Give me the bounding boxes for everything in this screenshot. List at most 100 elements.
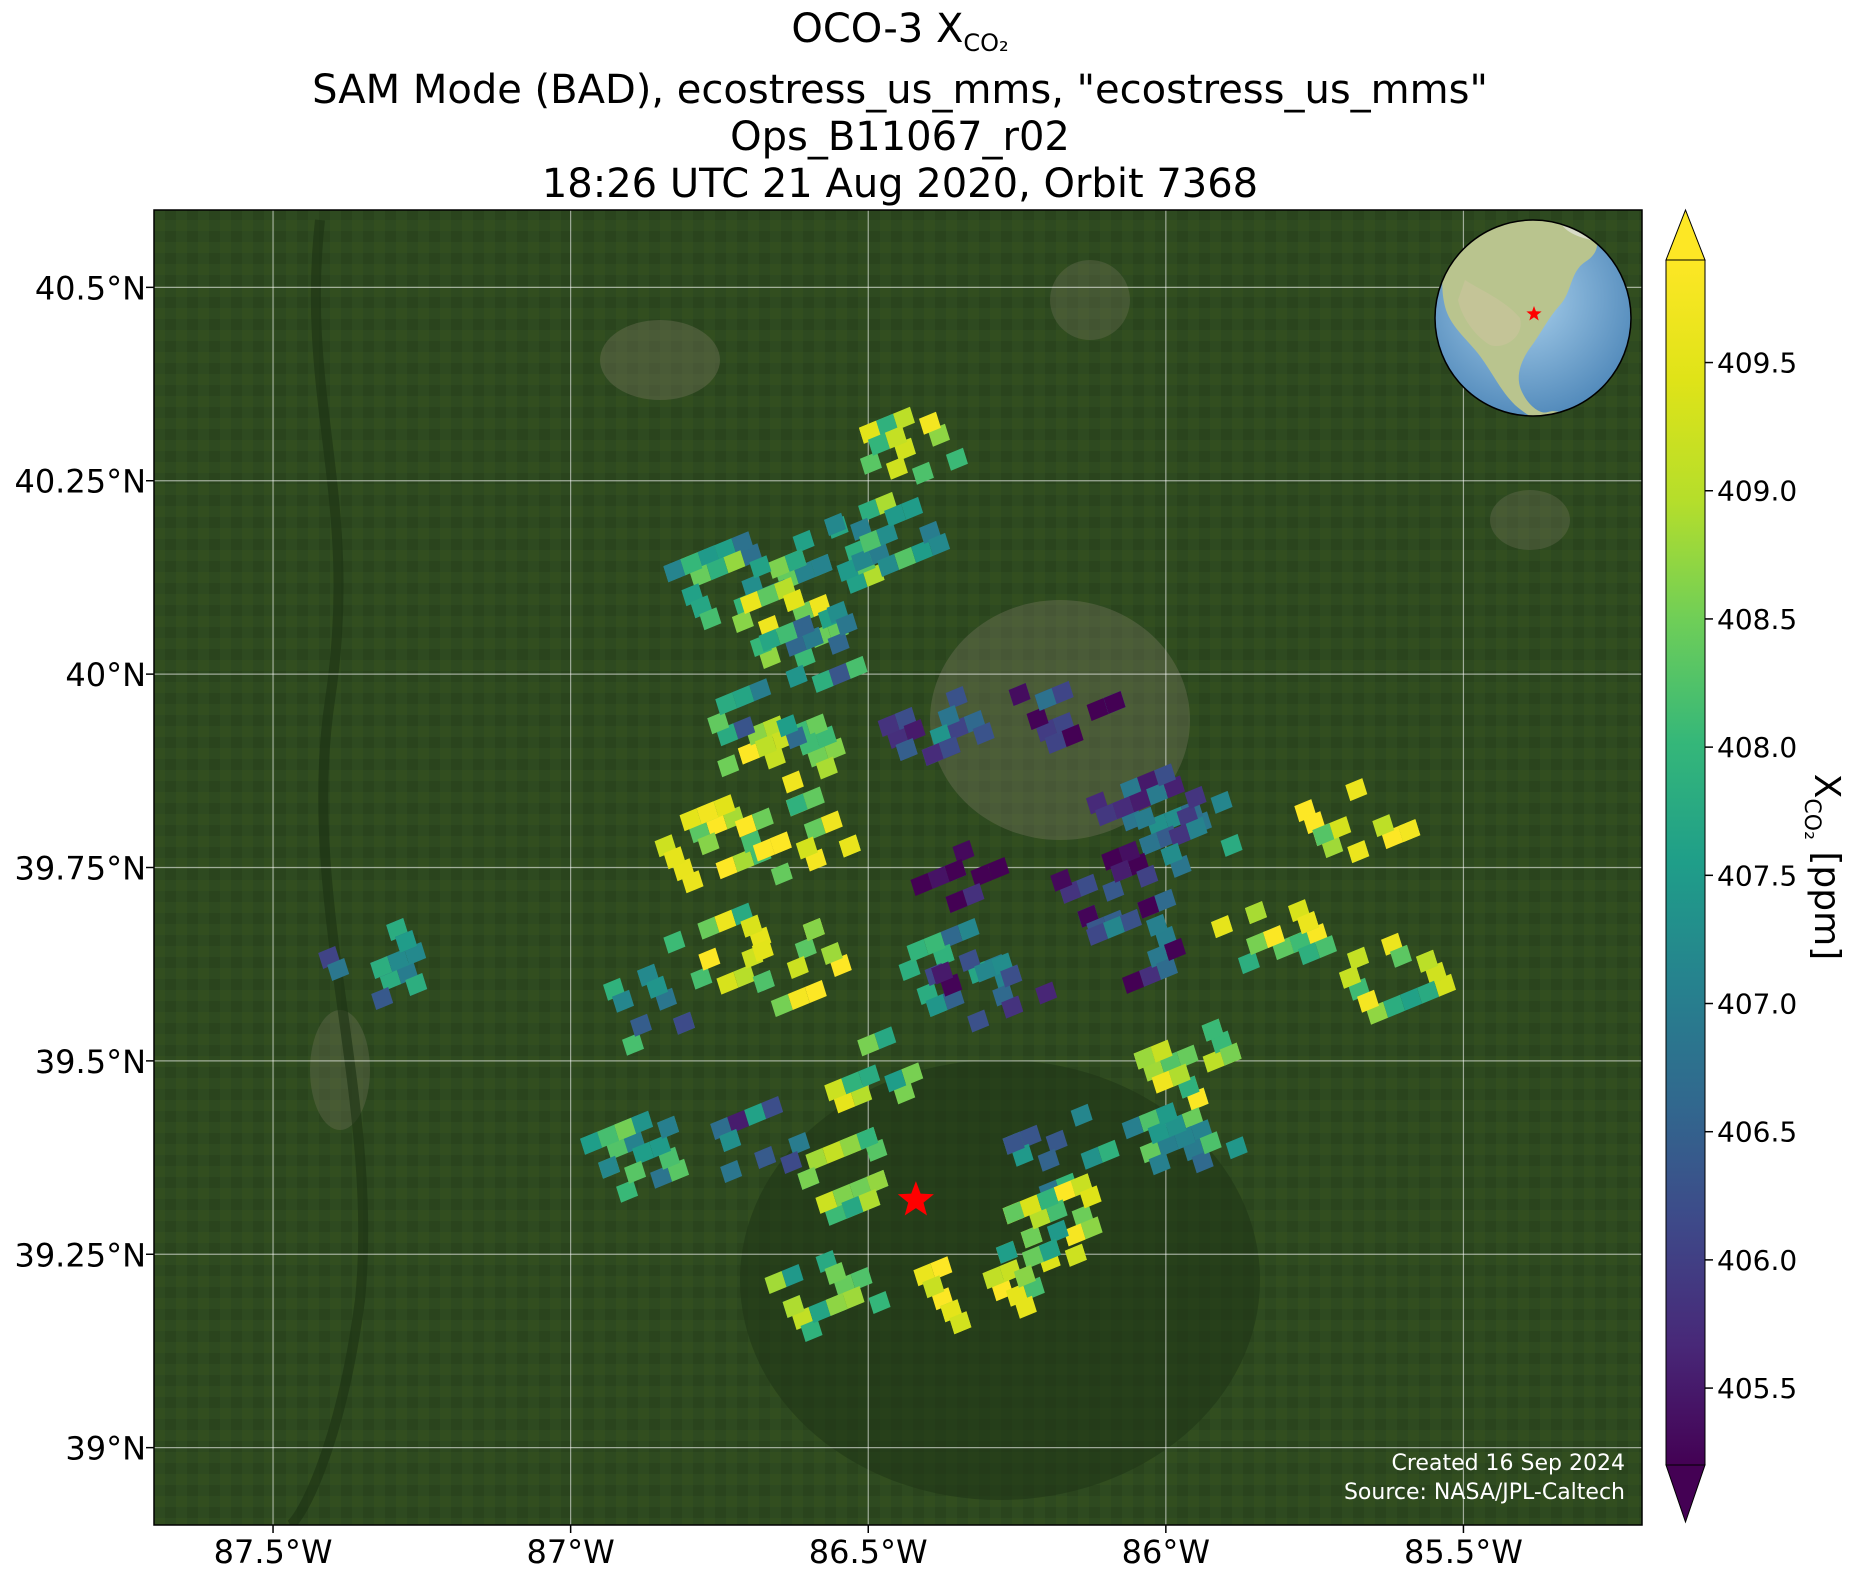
sounding-footprint: [723, 550, 746, 574]
sounding-footprint: [732, 685, 755, 709]
sounding-footprint: [1102, 878, 1125, 902]
footprint-cluster[interactable]: [824, 491, 951, 577]
colorbar-label: XCO₂ [ppm]: [1799, 774, 1847, 960]
footprint-cluster[interactable]: [1294, 778, 1421, 864]
sounding-footprint: [1237, 951, 1260, 975]
footprint-cluster[interactable]: [797, 1126, 889, 1226]
colorbar-min-extension: [1665, 1464, 1706, 1524]
map-panel[interactable]: Created 16 Sep 2024 Source: NASA/JPL-Cal…: [153, 209, 1643, 1526]
sounding-footprint: [697, 832, 720, 856]
footprint-cluster[interactable]: [995, 1219, 1087, 1319]
footprint-cluster[interactable]: [1133, 1018, 1242, 1111]
sounding-footprint: [987, 856, 1010, 880]
sounding-footprint: [901, 496, 924, 520]
sounding-footprint: [1051, 681, 1074, 705]
footprint-cluster[interactable]: [710, 1095, 811, 1183]
footprint-cluster[interactable]: [913, 1256, 1022, 1335]
sounding-footprint: [898, 958, 921, 982]
footprint-cluster[interactable]: [1008, 681, 1126, 755]
sounding-footprint: [867, 432, 890, 456]
sounding-footprint: [797, 1166, 820, 1190]
map-title: OCO-3 XCO₂ SAM Mode (BAD), ecostress_us_…: [0, 6, 1800, 208]
sounding-footprint: [1136, 864, 1159, 888]
sounding-footprint: [922, 1275, 945, 1299]
credit-created: Created 16 Sep 2024: [1392, 1451, 1626, 1476]
sounding-footprint: [1103, 691, 1126, 715]
sounding-footprint: [1111, 796, 1134, 820]
colorbar-gradient: [1666, 260, 1705, 1465]
sounding-footprint: [794, 937, 817, 961]
sounding-footprint: [805, 713, 828, 737]
sounding-footprint: [1339, 965, 1362, 989]
sounding-footprint: [1014, 1295, 1037, 1319]
sounding-footprint: [1163, 937, 1186, 961]
sounding-footprint: [1013, 1264, 1036, 1288]
footprint-cluster[interactable]: [764, 1249, 891, 1342]
sounding-footprint: [1002, 1201, 1025, 1225]
sounding-footprint: [1020, 1225, 1043, 1249]
sounding-footprint: [1150, 1039, 1173, 1063]
sounding-footprint: [1145, 782, 1168, 806]
footprint-cluster[interactable]: [910, 839, 1010, 913]
credit-source: Source: NASA/JPL-Caltech: [1344, 1480, 1625, 1505]
sounding-footprint: [740, 914, 763, 938]
sounding-footprint: [906, 939, 929, 963]
axis-tick-labels: 87.5°W 87°W 86.5°W 86°W 85.5°W 40.5°N 40.25°N 4…: [14, 269, 1522, 1571]
sounding-footprint: [1312, 823, 1335, 847]
sounding-footprint: [679, 808, 702, 832]
footprint-cluster[interactable]: [858, 406, 968, 485]
sounding-footprint: [850, 1266, 873, 1290]
footprint-cluster[interactable]: [931, 952, 1058, 1033]
sounding-footprint: [974, 959, 997, 983]
footprint-cluster[interactable]: [663, 902, 772, 995]
sounding-footprint: [810, 553, 833, 577]
sounding-footprint: [1219, 1042, 1242, 1066]
sounding-footprint: [857, 1033, 880, 1057]
sounding-footprint: [839, 1133, 862, 1157]
sounding-footprint: [624, 1160, 647, 1184]
colorbar-tick-label: 409.5: [1717, 347, 1797, 380]
sounding-footprint: [387, 949, 410, 973]
target-location-star-icon[interactable]: [897, 1181, 934, 1216]
sounding-footprint: [828, 662, 851, 686]
footprint-cluster[interactable]: [758, 600, 868, 693]
globe-outline: [1434, 219, 1632, 417]
sounding-footprint: [580, 1131, 603, 1155]
sounding-footprint: [370, 956, 393, 980]
footprint-cluster[interactable]: [737, 713, 846, 794]
footprint-cluster[interactable]: [1085, 908, 1186, 994]
sounding-footprint: [680, 552, 703, 576]
sounding-footprint: [931, 961, 954, 985]
footprint-cluster[interactable]: [1050, 840, 1177, 940]
sounding-footprint: [663, 930, 686, 954]
footprint-cluster[interactable]: [751, 918, 852, 1018]
urban-area-north: [1050, 260, 1130, 340]
footprint-cluster[interactable]: [824, 1026, 924, 1114]
sounding-footprint: [1102, 915, 1125, 939]
footprint-cluster[interactable]: [1121, 1102, 1248, 1176]
sounding-footprint: [1329, 816, 1352, 840]
sounding-footprint: [1357, 989, 1380, 1013]
sounding-footprint: [1398, 819, 1421, 843]
footprint-cluster[interactable]: [663, 531, 790, 631]
sounding-footprint: [612, 989, 635, 1013]
footprint-cluster[interactable]: [654, 794, 772, 894]
footprint-cluster[interactable]: [734, 786, 861, 886]
footprint-cluster[interactable]: [580, 1110, 690, 1203]
sounding-footprint: [1035, 981, 1058, 1005]
footprint-cluster[interactable]: [707, 678, 808, 778]
footprint-cluster[interactable]: [1339, 932, 1457, 1025]
footprint-cluster[interactable]: [603, 963, 696, 1056]
footprint-cluster[interactable]: [877, 686, 995, 766]
footprint-cluster[interactable]: [1133, 785, 1243, 878]
sounding-footprint: [1019, 1124, 1042, 1148]
sounding-footprint: [1400, 987, 1423, 1011]
sounding-footprint: [928, 532, 951, 556]
footprint-cluster[interactable]: [1002, 1173, 1103, 1273]
sounding-footprint: [877, 553, 900, 577]
footprint-cluster[interactable]: [318, 918, 428, 1011]
sounding-footprint: [802, 918, 825, 942]
sounding-footprint: [780, 1150, 803, 1174]
sounding-footprint: [884, 503, 907, 527]
footprint-cluster[interactable]: [1210, 899, 1337, 975]
